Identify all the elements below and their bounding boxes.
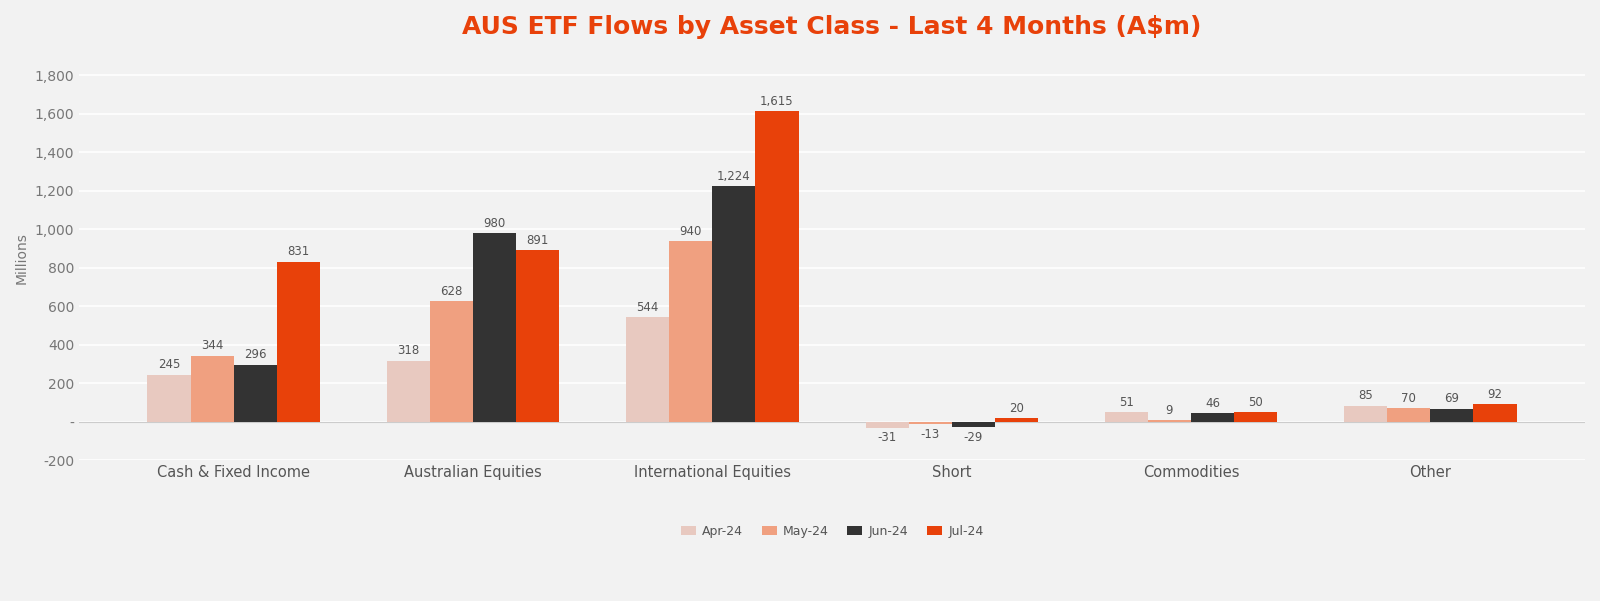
Text: 831: 831 (286, 245, 309, 258)
Bar (669, 241, 712, 422)
Text: 245: 245 (158, 358, 181, 371)
Bar (1474, 404, 1517, 422)
Bar (1344, 406, 1387, 422)
Bar (277, 262, 320, 422)
Title: AUS ETF Flows by Asset Class - Last 4 Months (A$m): AUS ETF Flows by Asset Class - Last 4 Mo… (462, 15, 1202, 39)
Text: 1,224: 1,224 (717, 170, 750, 183)
Text: 20: 20 (1010, 401, 1024, 415)
Bar (866, 422, 909, 428)
Bar (995, 418, 1038, 422)
Text: 544: 544 (637, 300, 659, 314)
Text: 70: 70 (1402, 392, 1416, 405)
Text: 940: 940 (680, 225, 702, 237)
Bar (1147, 420, 1190, 422)
Bar (952, 422, 995, 427)
Bar (234, 365, 277, 422)
Bar (1106, 412, 1147, 422)
Text: -31: -31 (877, 432, 896, 444)
Text: 46: 46 (1205, 397, 1221, 409)
Bar (712, 186, 755, 422)
Bar (474, 233, 517, 422)
Text: 318: 318 (397, 344, 419, 357)
Text: 92: 92 (1488, 388, 1502, 401)
Text: 628: 628 (440, 284, 462, 297)
Text: 296: 296 (243, 349, 267, 361)
Bar (626, 317, 669, 422)
Bar (517, 251, 558, 422)
Bar (1234, 412, 1277, 422)
Text: -29: -29 (963, 431, 982, 444)
Text: 51: 51 (1118, 395, 1134, 409)
Text: 50: 50 (1248, 396, 1262, 409)
Bar (1190, 413, 1234, 422)
Bar (909, 422, 952, 424)
Text: 891: 891 (526, 234, 549, 247)
Bar (190, 356, 234, 422)
Bar (1430, 409, 1474, 422)
Text: -13: -13 (920, 428, 939, 441)
Bar (430, 301, 474, 422)
Bar (755, 111, 798, 422)
Text: 9: 9 (1166, 404, 1173, 416)
Y-axis label: Millions: Millions (14, 233, 29, 284)
Text: 980: 980 (483, 217, 506, 230)
Text: 344: 344 (202, 339, 224, 352)
Bar (147, 375, 190, 422)
Text: 69: 69 (1445, 392, 1459, 405)
Text: 1,615: 1,615 (760, 94, 794, 108)
Text: 85: 85 (1358, 389, 1373, 402)
Bar (1387, 409, 1430, 422)
Legend: Apr-24, May-24, Jun-24, Jul-24: Apr-24, May-24, Jun-24, Jul-24 (675, 520, 989, 543)
Bar (387, 361, 430, 422)
